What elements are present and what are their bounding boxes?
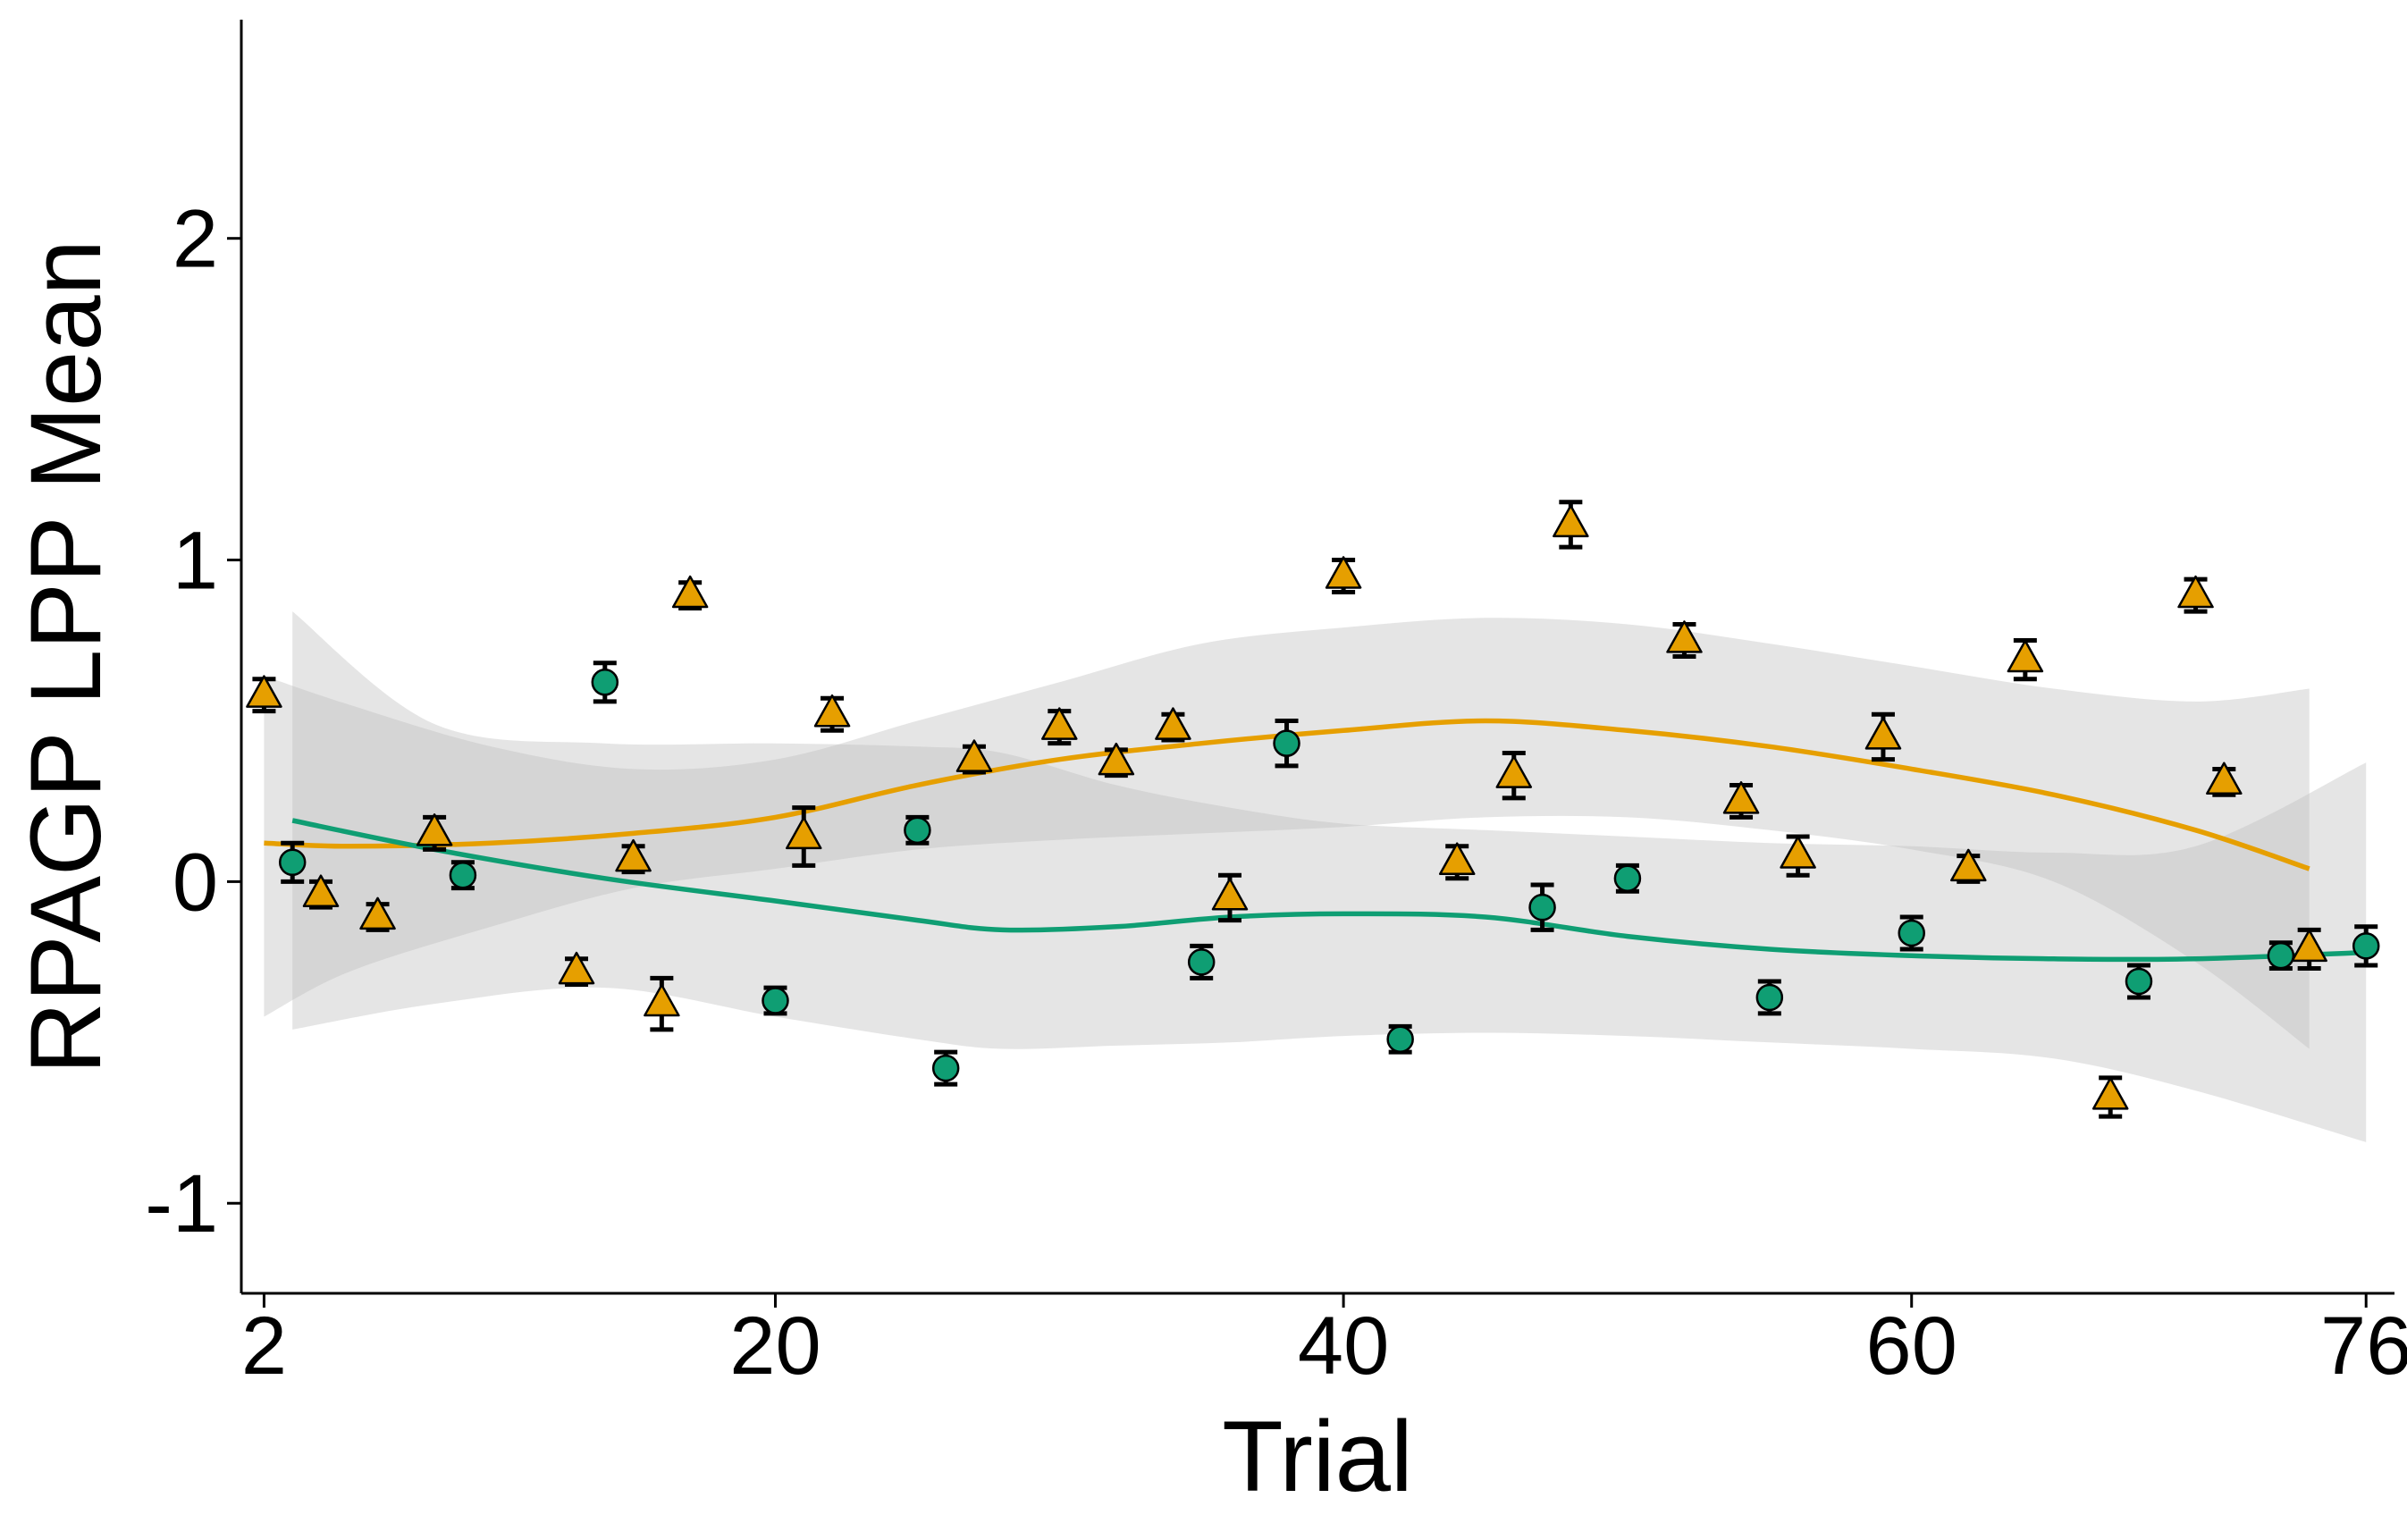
circle-point bbox=[2352, 932, 2380, 960]
confidence-band-circle bbox=[292, 611, 2367, 1142]
triangle-point bbox=[1722, 781, 1760, 814]
triangle-point bbox=[1041, 707, 1078, 740]
circle-point bbox=[1898, 919, 1925, 947]
triangle-point bbox=[2291, 929, 2327, 963]
triangle-point bbox=[2206, 762, 2243, 795]
triangle-point bbox=[1155, 707, 1191, 740]
data-points bbox=[246, 500, 2380, 1119]
x-tick-label: 76 bbox=[2320, 1300, 2407, 1392]
triangle-point bbox=[813, 694, 851, 728]
triangle-point bbox=[246, 675, 282, 708]
circle-point bbox=[762, 987, 789, 1014]
circle-point bbox=[591, 669, 619, 696]
circle-point bbox=[1755, 983, 1784, 1012]
triangle-point bbox=[1098, 742, 1135, 776]
triangle-point bbox=[1325, 556, 1362, 589]
y-tick-label: 1 bbox=[173, 516, 218, 607]
circle-point bbox=[1386, 1025, 1414, 1053]
y-axis-label: RPAGP LPP Mean bbox=[10, 240, 122, 1074]
triangle-point bbox=[786, 816, 822, 850]
triangle-point bbox=[2091, 1077, 2129, 1110]
x-tick-label: 20 bbox=[729, 1300, 821, 1392]
x-tick-label: 60 bbox=[1866, 1300, 1957, 1392]
x-tick-label: 40 bbox=[1298, 1300, 1389, 1392]
circle-point bbox=[449, 861, 477, 889]
triangle-point bbox=[416, 813, 453, 846]
circle-point bbox=[1613, 864, 1642, 893]
triangle-point bbox=[302, 874, 340, 907]
circle-point bbox=[1528, 893, 1556, 921]
y-tick-label: 0 bbox=[173, 837, 218, 928]
ticks: 2 20 40 60 76 -1 0 1 2 bbox=[145, 194, 2407, 1392]
triangle-point bbox=[2177, 575, 2214, 609]
triangle-point bbox=[1780, 836, 1816, 869]
triangle-point bbox=[1950, 848, 1987, 882]
circle-point bbox=[1273, 729, 1300, 757]
circle-point bbox=[1187, 948, 1216, 976]
triangle-point bbox=[1553, 504, 1589, 538]
triangle-point bbox=[615, 838, 652, 872]
triangle-point bbox=[671, 575, 709, 609]
triangle-point bbox=[558, 951, 595, 985]
y-tick-label: 2 bbox=[173, 194, 218, 285]
triangle-point bbox=[955, 739, 993, 772]
triangle-point bbox=[1495, 755, 1533, 788]
circle-point bbox=[931, 1054, 960, 1082]
y-tick-label: -1 bbox=[145, 1158, 218, 1250]
circle-point bbox=[904, 816, 931, 845]
triangle-point bbox=[2007, 639, 2044, 673]
triangle-point bbox=[644, 983, 680, 1017]
triangle-point bbox=[359, 896, 396, 930]
x-tick-label: 2 bbox=[241, 1300, 287, 1392]
x-axis-label: Trial bbox=[1222, 1401, 1413, 1512]
triangle-point bbox=[1666, 620, 1703, 653]
circle-point bbox=[2267, 941, 2295, 970]
axes bbox=[240, 20, 2394, 1295]
circle-point bbox=[2125, 967, 2153, 996]
confidence-band-triangle bbox=[264, 618, 2310, 1049]
triangle-point bbox=[1211, 878, 1249, 911]
triangle-point bbox=[1864, 717, 1902, 750]
smooth-line-circle bbox=[291, 818, 2367, 963]
circle-point bbox=[278, 848, 307, 877]
confidence-bands bbox=[264, 611, 2367, 1142]
triangle-point bbox=[1438, 842, 1476, 875]
